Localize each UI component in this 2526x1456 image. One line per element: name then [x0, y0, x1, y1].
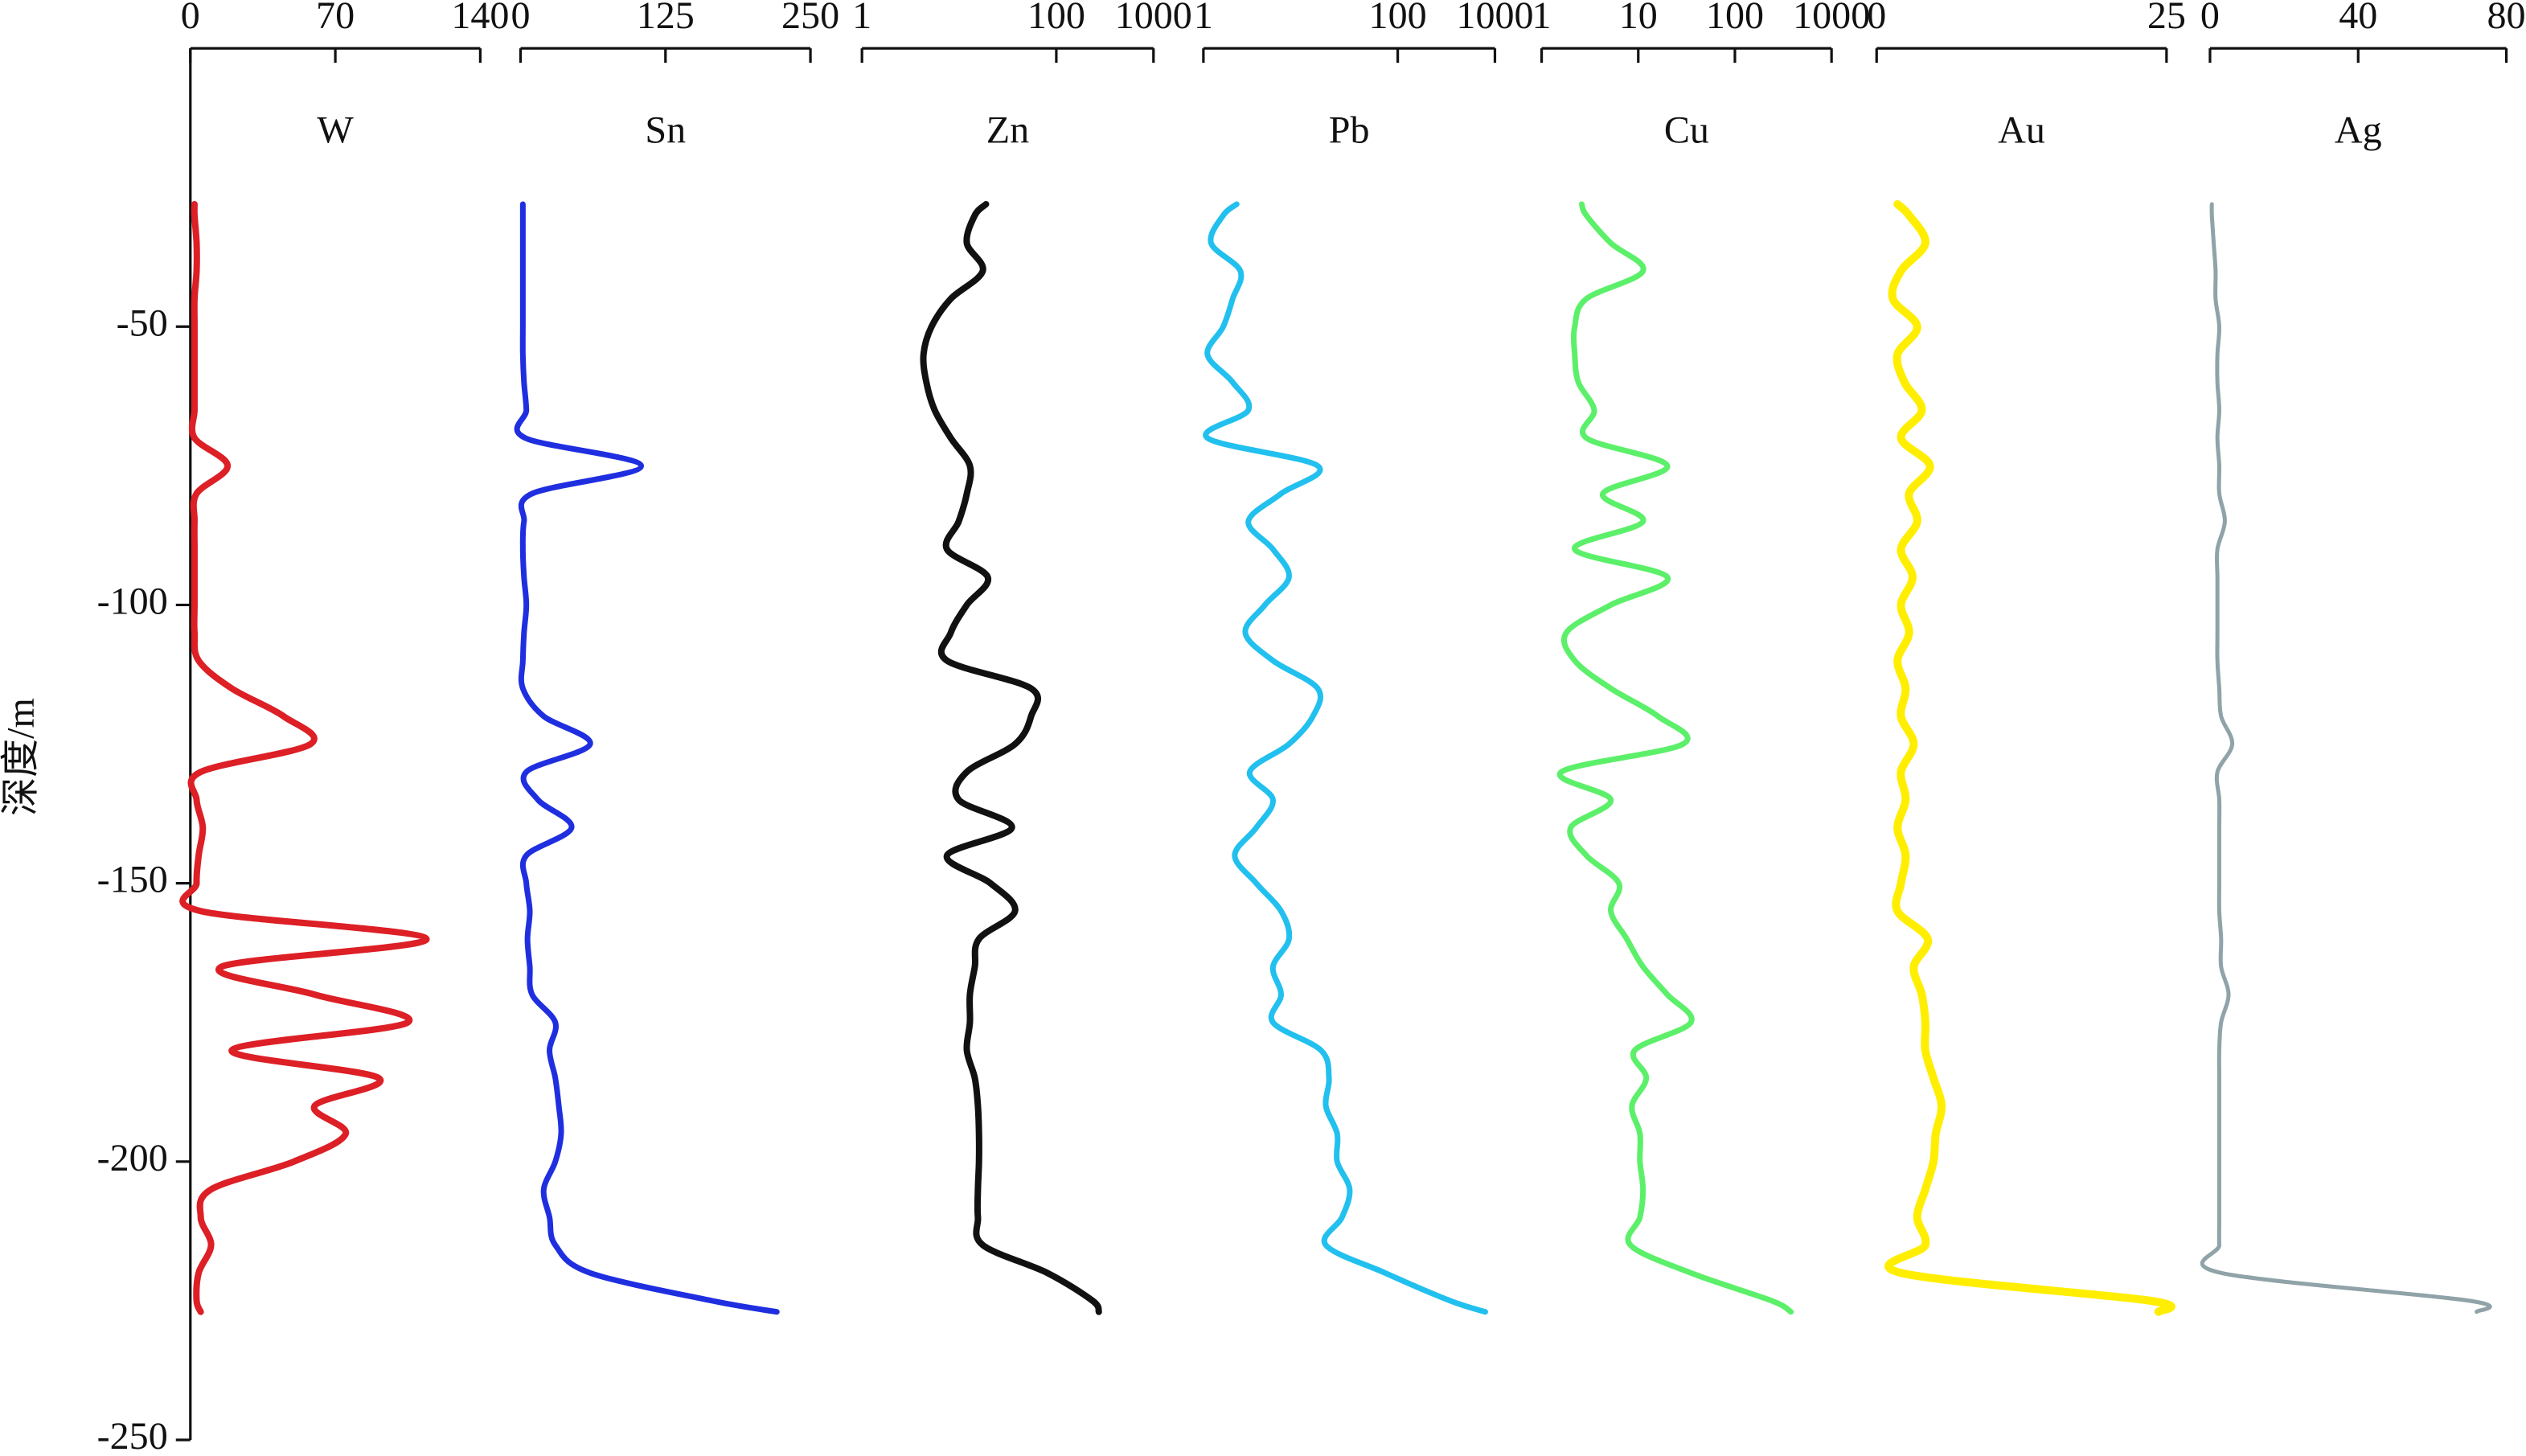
y-tick-label: -100: [97, 580, 168, 622]
log-curve: [920, 200, 1102, 1315]
panel-title: Cu: [1664, 109, 1709, 151]
log-curve: [514, 201, 780, 1315]
log-curve: [1556, 201, 1794, 1315]
x-tick-label: 1: [1532, 0, 1552, 37]
panel-title: Sn: [645, 109, 686, 151]
x-tick-label: 100: [1369, 0, 1427, 37]
x-tick-label: 250: [781, 0, 839, 37]
log-curve: [1203, 201, 1488, 1315]
y-tick-label: -200: [97, 1137, 168, 1179]
x-tick-label: 1000: [1793, 0, 1870, 37]
x-tick-label: 0: [181, 0, 200, 37]
panel-title: Au: [1998, 109, 2045, 151]
panel-title: Ag: [2335, 109, 2382, 151]
x-tick-label: 1000: [1456, 0, 1533, 37]
y-axis-label: 深度/m: [0, 698, 42, 816]
x-tick-label: 0: [2200, 0, 2220, 37]
x-tick-label: 140: [451, 0, 509, 37]
y-tick-label: -150: [97, 859, 168, 901]
log-curve: [179, 200, 430, 1315]
x-tick-label: 40: [2339, 0, 2377, 37]
x-tick-label: 100: [1706, 0, 1764, 37]
x-tick-label: 100: [1027, 0, 1085, 37]
x-tick-label: 25: [2147, 0, 2186, 37]
log-curve: [1884, 199, 2175, 1316]
x-tick-label: 70: [316, 0, 355, 37]
panel-title: Pb: [1329, 109, 1370, 151]
panel-title: W: [317, 109, 354, 151]
x-tick-label: 1: [852, 0, 871, 37]
x-tick-label: 1000: [1115, 0, 1192, 37]
x-tick-label: 10: [1619, 0, 1658, 37]
x-tick-label: 0: [511, 0, 530, 37]
x-tick-label: 125: [637, 0, 695, 37]
log-curve: [2200, 202, 2492, 1315]
panel-title: Zn: [986, 109, 1029, 151]
x-tick-label: 0: [1867, 0, 1886, 37]
y-tick-label: -250: [97, 1415, 168, 1456]
y-tick-label: -50: [117, 301, 168, 344]
x-tick-label: 80: [2487, 0, 2526, 37]
x-tick-label: 1: [1194, 0, 1213, 37]
